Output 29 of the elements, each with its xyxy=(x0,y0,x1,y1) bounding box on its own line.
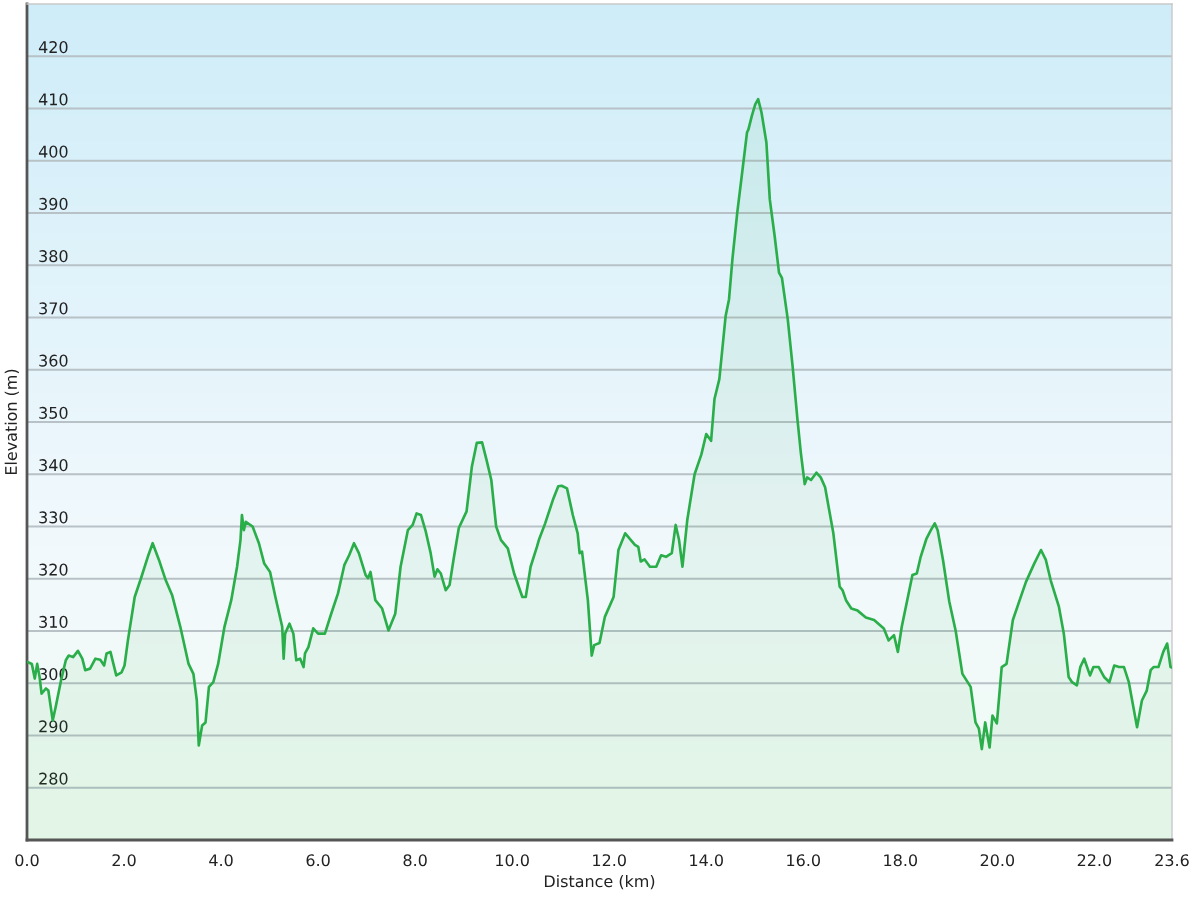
x-tick-label: 18.0 xyxy=(884,854,918,867)
y-tick-label: 320 xyxy=(39,563,68,576)
x-tick-label: 23.6 xyxy=(1155,854,1189,867)
x-tick-label: 4.0 xyxy=(209,854,233,867)
x-tick-label: 22.0 xyxy=(1077,854,1112,867)
x-tick-label: 2.0 xyxy=(112,854,136,867)
y-tick-label: 330 xyxy=(39,511,68,524)
x-tick-label: 16.0 xyxy=(787,854,820,867)
x-tick-label: 10.0 xyxy=(496,854,529,867)
x-tick-label: 20.0 xyxy=(980,854,1015,867)
x-tick-label: 0.0 xyxy=(15,854,39,867)
y-tick-label: 310 xyxy=(39,615,68,628)
y-tick-label: 380 xyxy=(39,250,68,263)
x-tick-label: 6.0 xyxy=(306,854,330,867)
x-tick-label: 8.0 xyxy=(403,854,427,867)
y-axis-title: Elevation (m) xyxy=(4,369,19,475)
y-tick-label: 410 xyxy=(38,93,68,106)
y-tick-label: 340 xyxy=(39,459,68,472)
x-tick-label: 14.0 xyxy=(690,854,723,867)
y-tick-label: 390 xyxy=(39,197,68,210)
y-tick-label: 290 xyxy=(39,720,68,733)
y-tick-label: 400 xyxy=(38,145,68,158)
y-tick-label: 370 xyxy=(39,302,68,315)
y-tick-label: 280 xyxy=(39,772,68,785)
x-tick-label: 12.0 xyxy=(593,854,626,867)
y-tick-label: 360 xyxy=(39,354,68,367)
x-axis-title: Distance (km) xyxy=(544,874,655,890)
y-tick-label: 420 xyxy=(38,41,68,54)
y-tick-label: 350 xyxy=(39,406,68,419)
